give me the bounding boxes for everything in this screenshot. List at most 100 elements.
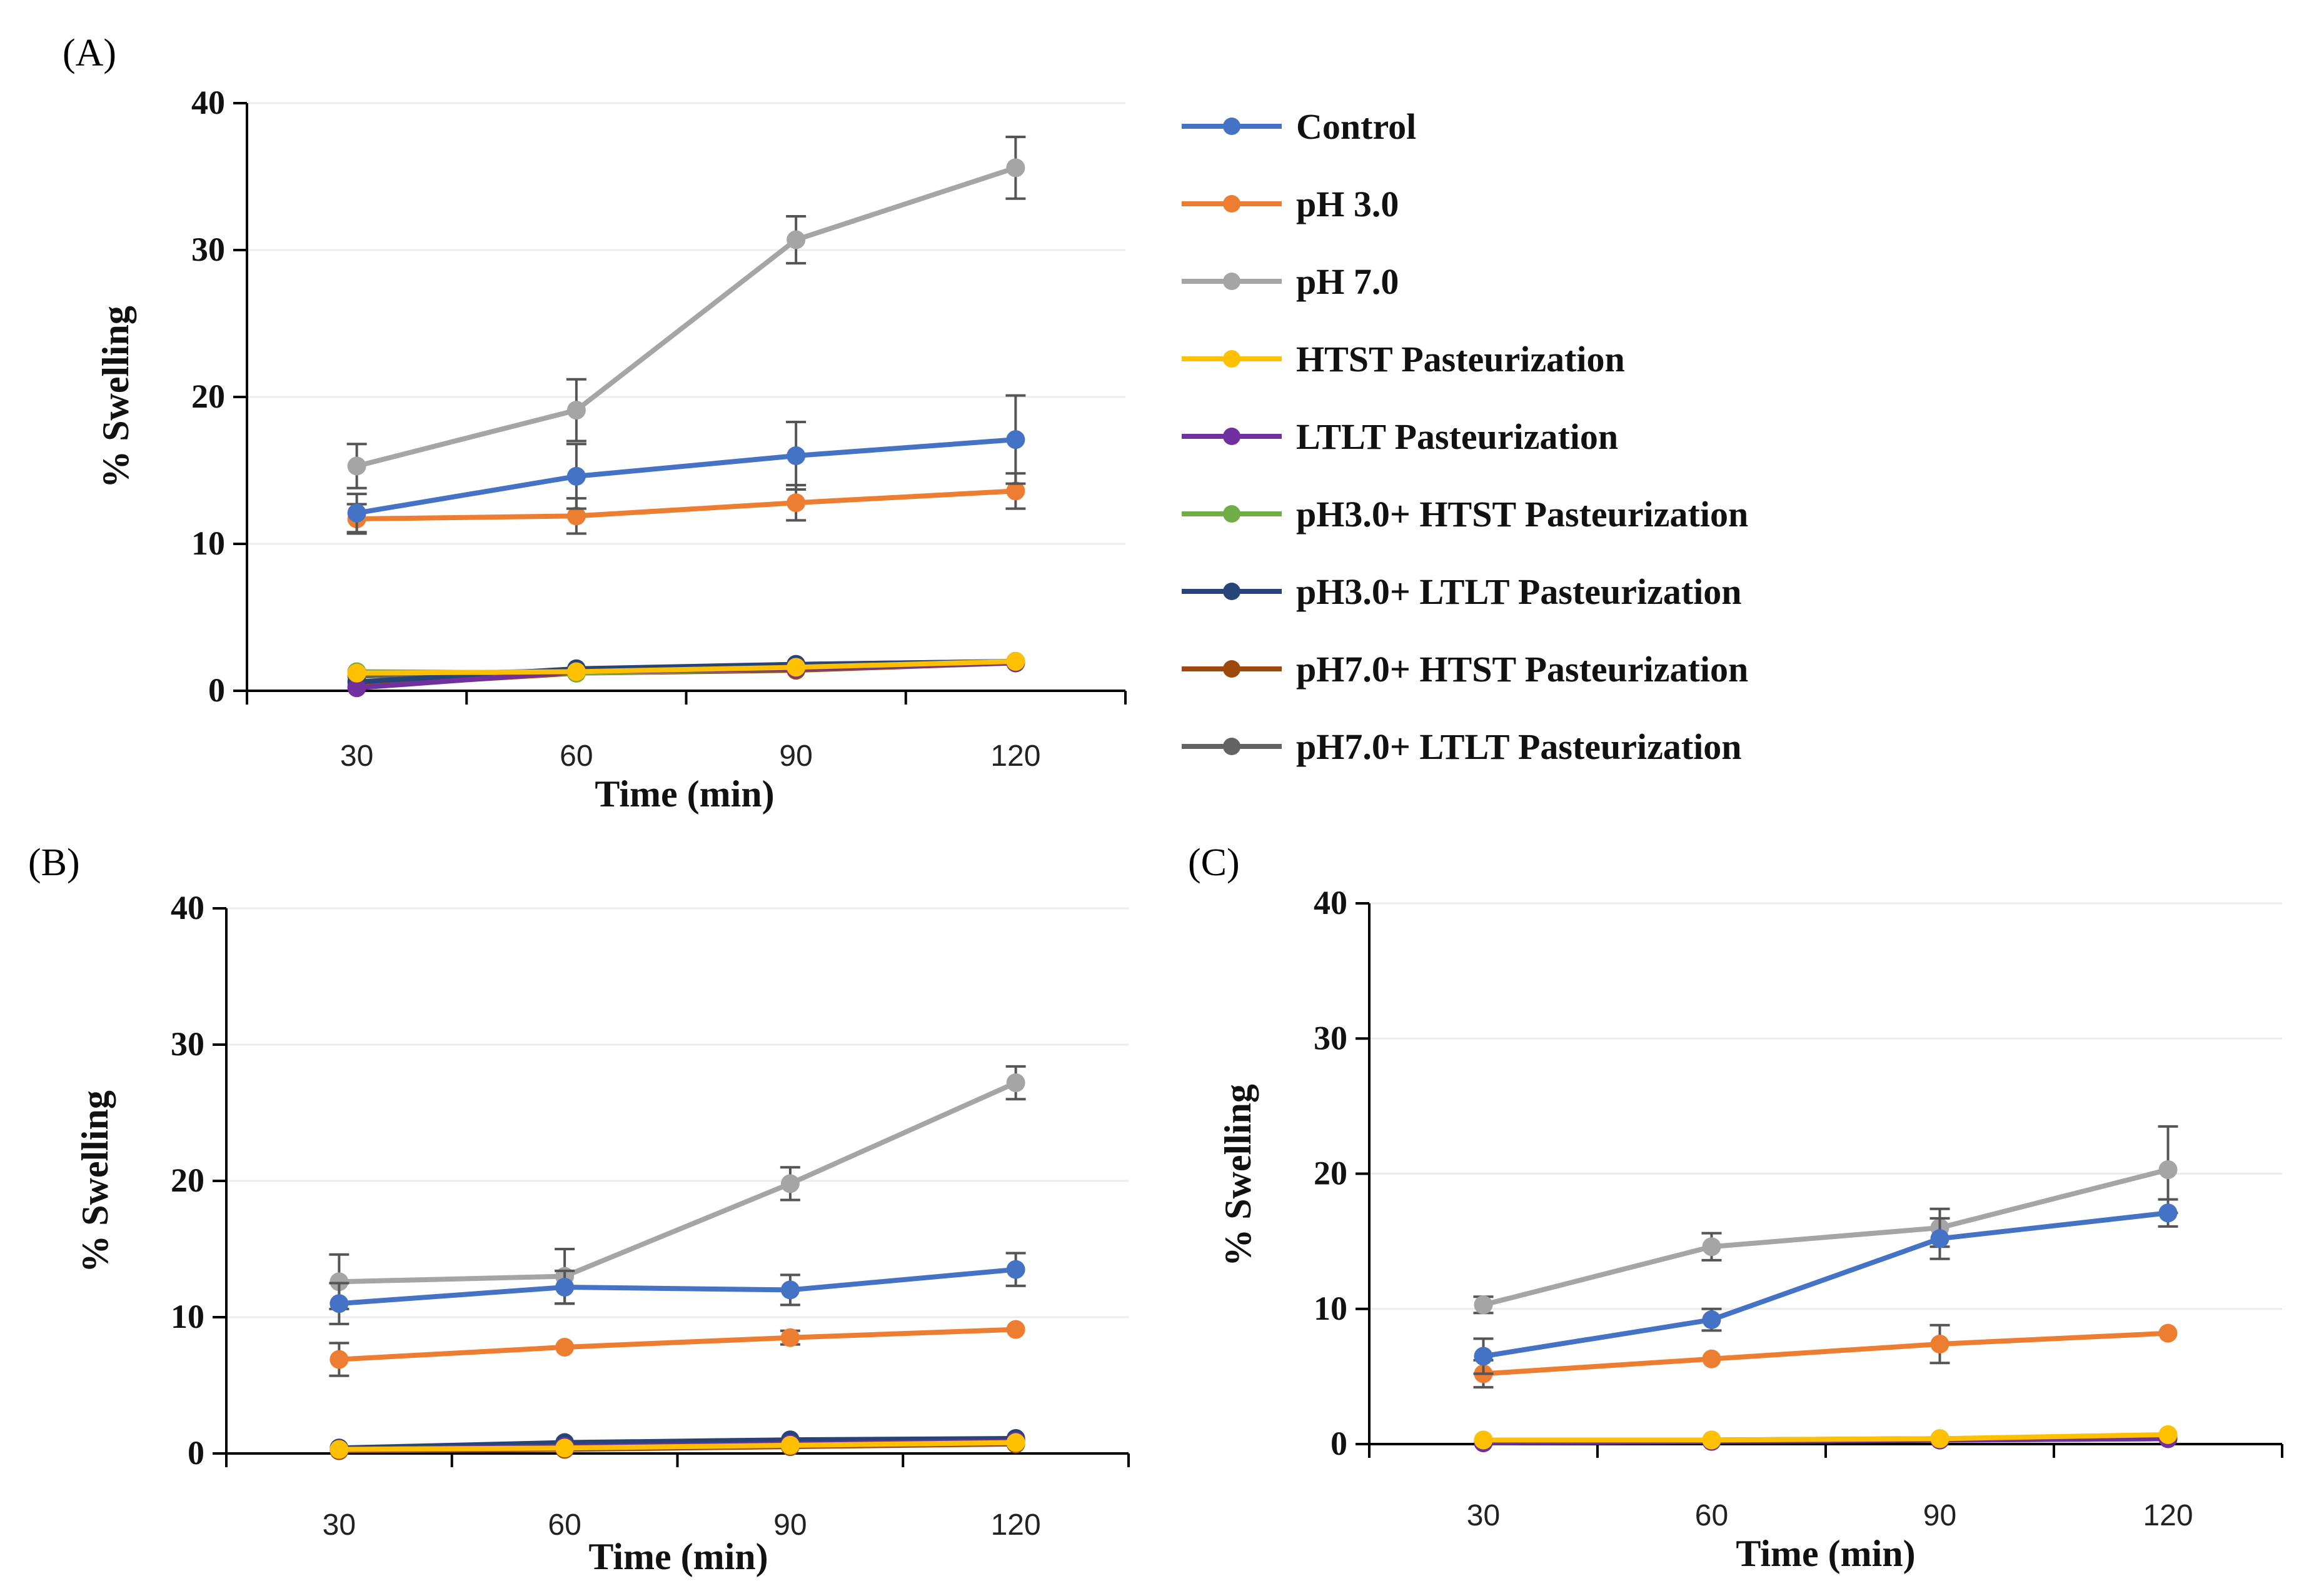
legend-swatch-marker [1223,428,1240,445]
legend-label: pH 7.0 [1296,261,1399,302]
y-tick-label: 10 [171,1298,204,1335]
legend-label: HTST Pasteurization [1296,339,1625,379]
legend-label: pH 3.0 [1296,184,1399,224]
series-line [339,1436,1016,1451]
data-point [1930,1229,1949,1248]
x-tick-label: 90 [1923,1499,1956,1532]
data-point [347,678,366,698]
series-line [339,1440,1016,1452]
legend-swatch-marker [1223,738,1240,755]
data-point [1474,1347,1493,1366]
y-tick-label: 20 [1314,1155,1347,1192]
data-point [787,230,806,249]
data-point [1006,1260,1025,1279]
x-tick-label: 90 [773,1508,807,1542]
y-tick-label: 30 [191,231,225,268]
series-ph-3-0 [1473,1323,2178,1389]
data-point [566,662,586,681]
x-tick-label: 30 [323,1508,356,1542]
series-line [356,437,1016,516]
legend-item-ph3-0-htst-pasteurization: pH3.0+ HTST Pasteurization [1182,494,1748,535]
y-tick-label: 0 [188,1434,204,1472]
legend-item-ph-3-0: pH 3.0 [1182,184,1399,224]
series-control [329,1252,1026,1325]
data-point [329,1294,349,1313]
series-htst-pasteurization [347,652,1025,683]
legend-item-ph-7-0: pH 7.0 [1182,261,1399,302]
data-point [347,456,366,476]
series-ph-7-0 [1473,1125,2178,1315]
data-point [2158,1160,2178,1180]
data-point [347,503,366,523]
legend-swatch-marker [1223,118,1240,135]
chart-panels: (A) 0 10 20 30 40 30 60 90 120 Time (min) % Swellin… [28,32,2283,1577]
data-point [1006,1073,1025,1093]
data-point [1474,1295,1493,1315]
y-tick-label: 10 [191,524,225,562]
data-point [555,1337,575,1357]
data-point [787,658,806,677]
series-line [1483,1330,2168,1377]
data-point [1474,1430,1493,1450]
data-point [566,506,586,526]
legend-label: pH7.0+ HTST Pasteurization [1296,649,1748,690]
data-point [1006,1433,1025,1452]
data-point [1702,1310,1721,1330]
x-tick-label: 90 [779,740,812,773]
x-tick-label: 60 [560,740,593,773]
data-point [780,1174,800,1193]
legend-swatch-marker [1223,660,1240,678]
data-point [1006,430,1025,449]
x-tick-label: 60 [548,1508,581,1542]
data-point [329,1440,349,1459]
data-point [329,1272,349,1292]
x-tick-label: 30 [340,740,373,773]
data-point [2158,1203,2178,1223]
series-line [339,1267,1016,1307]
y-tick-label: 10 [1314,1290,1347,1327]
series-line [356,659,1016,676]
y-tick-label: 0 [1331,1425,1347,1462]
legend-label: pH3.0+ HTST Pasteurization [1296,494,1748,535]
legend-label: Control [1296,106,1416,147]
y-tick-label: 30 [171,1025,204,1063]
legend-item-ph3-0-ltlt-pasteurization: pH3.0+ LTLT Pasteurization [1182,571,1742,612]
panel-letter: (A) [63,32,116,74]
series-line [1483,1432,2168,1443]
legend-item-ph7-0-htst-pasteurization: pH7.0+ HTST Pasteurization [1182,649,1748,690]
data-point [566,466,586,486]
series-control [1473,1198,2178,1375]
data-point [1006,158,1025,178]
data-point [780,1435,800,1455]
data-point [1702,1349,1721,1368]
x-tick-label: 30 [1467,1499,1500,1532]
data-point [555,1278,575,1297]
legend-item-ltlt-pasteurization: LTLT Pasteurization [1182,416,1618,457]
data-point [1702,1430,1721,1450]
data-point [555,1438,575,1458]
data-point [1006,481,1025,501]
panel-letter: (B) [28,841,80,884]
y-axis-title: % Swelling [1217,1084,1259,1267]
y-tick-label: 20 [171,1162,204,1199]
series-ph-7-0 [346,136,1026,489]
legend-swatch-marker [1223,583,1240,600]
legend-swatch-marker [1223,505,1240,523]
series-line [356,488,1016,522]
x-tick-label: 120 [990,740,1040,773]
series-control [346,394,1026,534]
data-point [787,493,806,513]
legend-item-htst-pasteurization: HTST Pasteurization [1182,339,1625,379]
x-tick-label: 120 [2143,1499,2193,1532]
data-point [2158,1323,2178,1343]
x-axis-title: Time (min) [1736,1533,1915,1574]
data-point [329,1350,349,1369]
data-point [787,446,806,465]
data-point [1006,652,1025,671]
series-line [1482,1210,2168,1359]
data-point [1702,1237,1721,1257]
panel-b: (B) 0 10 20 30 40 30 60 90 120 Time (min) % Swellin… [28,841,1130,1577]
legend-item-control: Control [1182,106,1416,147]
legend: Control pH 3.0 pH 7.0 HTST Pasteurization LT… [1182,106,1748,767]
